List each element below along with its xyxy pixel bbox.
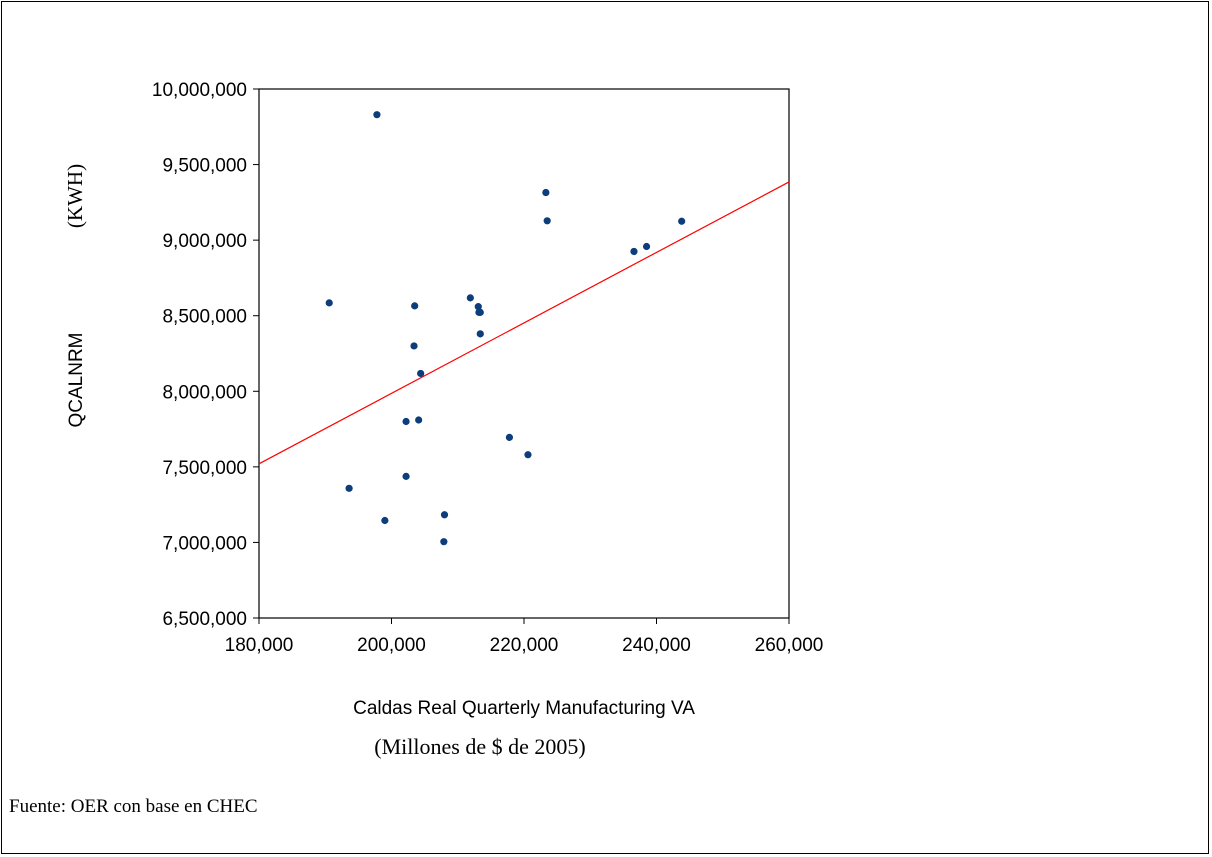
data-point <box>474 303 482 311</box>
x-tick-label: 200,000 <box>357 635 426 656</box>
data-point <box>476 308 484 316</box>
data-point <box>325 299 333 307</box>
y-tick-label: 10,000,000 <box>152 80 247 101</box>
data-point <box>402 472 410 480</box>
data-point <box>373 111 381 119</box>
points-layer <box>325 111 686 546</box>
data-point <box>417 369 425 378</box>
data-point <box>381 516 389 525</box>
y-axis: 6,500,000 7,000,000 7,500,000 8,000,000 8,50… <box>152 80 259 630</box>
data-point <box>630 247 638 256</box>
x-tick-label: 180,000 <box>225 635 294 656</box>
data-point <box>524 451 532 459</box>
y-tick-label: 7,000,000 <box>162 533 247 554</box>
data-point <box>410 342 418 350</box>
y-axis-unit-note: (KWH) <box>63 164 87 228</box>
data-point <box>440 511 449 519</box>
data-point <box>678 217 686 225</box>
data-point <box>345 484 353 492</box>
y-tick-label: 9,500,000 <box>162 156 247 177</box>
y-axis-title: QCALNRM <box>66 332 87 427</box>
data-point <box>440 538 448 546</box>
data-point <box>505 433 514 441</box>
y-tick-label: 8,500,000 <box>162 307 247 328</box>
y-tick-label: 8,000,000 <box>162 382 247 403</box>
data-point <box>476 330 484 338</box>
data-point <box>466 294 474 302</box>
plot-area <box>258 88 790 619</box>
data-point <box>542 188 550 197</box>
x-tick-label: 220,000 <box>490 635 559 656</box>
data-point <box>411 302 419 310</box>
x-tick-label: 260,000 <box>755 635 824 656</box>
data-point <box>543 217 551 225</box>
y-tick-label: 9,000,000 <box>162 231 247 252</box>
fit-line-layer <box>258 181 790 465</box>
source-note: Fuente: OER con base en CHEC <box>9 796 258 817</box>
x-axis: 180,000 200,000 220,000 240,000 260,000 <box>225 618 824 656</box>
x-axis-unit-note: (Millones de $ de 2005) <box>374 734 586 759</box>
x-tick-label: 240,000 <box>622 635 691 656</box>
data-point <box>415 416 423 424</box>
y-tick-label: 6,500,000 <box>162 609 247 630</box>
y-tick-label: 7,500,000 <box>162 458 247 479</box>
data-point <box>642 242 651 251</box>
regression-line <box>258 181 790 465</box>
data-point <box>402 417 410 426</box>
x-axis-title: Caldas Real Quarterly Manufacturing VA <box>353 698 695 719</box>
